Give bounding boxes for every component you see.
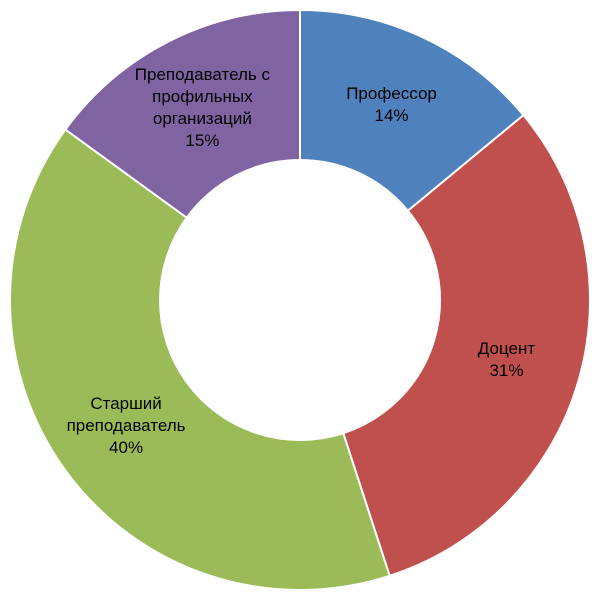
value-label: 14% [374,106,409,126]
value-label: 15% [185,131,220,151]
donut-segment [9,128,391,591]
segment-label: Профессор 14% [346,83,437,127]
value-label: 31% [489,360,524,380]
donut-segment [342,113,591,578]
segment-label: Преподаватель с профильных организаций 15… [120,64,285,152]
category-label: Старший преподаватель [66,394,186,436]
donut-segment [63,8,301,220]
segment-label: Старший преподаватель 40% [44,393,209,459]
segment-label: Доцент 31% [478,338,535,382]
category-label: Преподаватель с профильных организаций [134,65,270,129]
value-label: 40% [109,438,144,458]
category-label: Профессор [346,84,437,104]
category-label: Доцент [477,338,536,358]
